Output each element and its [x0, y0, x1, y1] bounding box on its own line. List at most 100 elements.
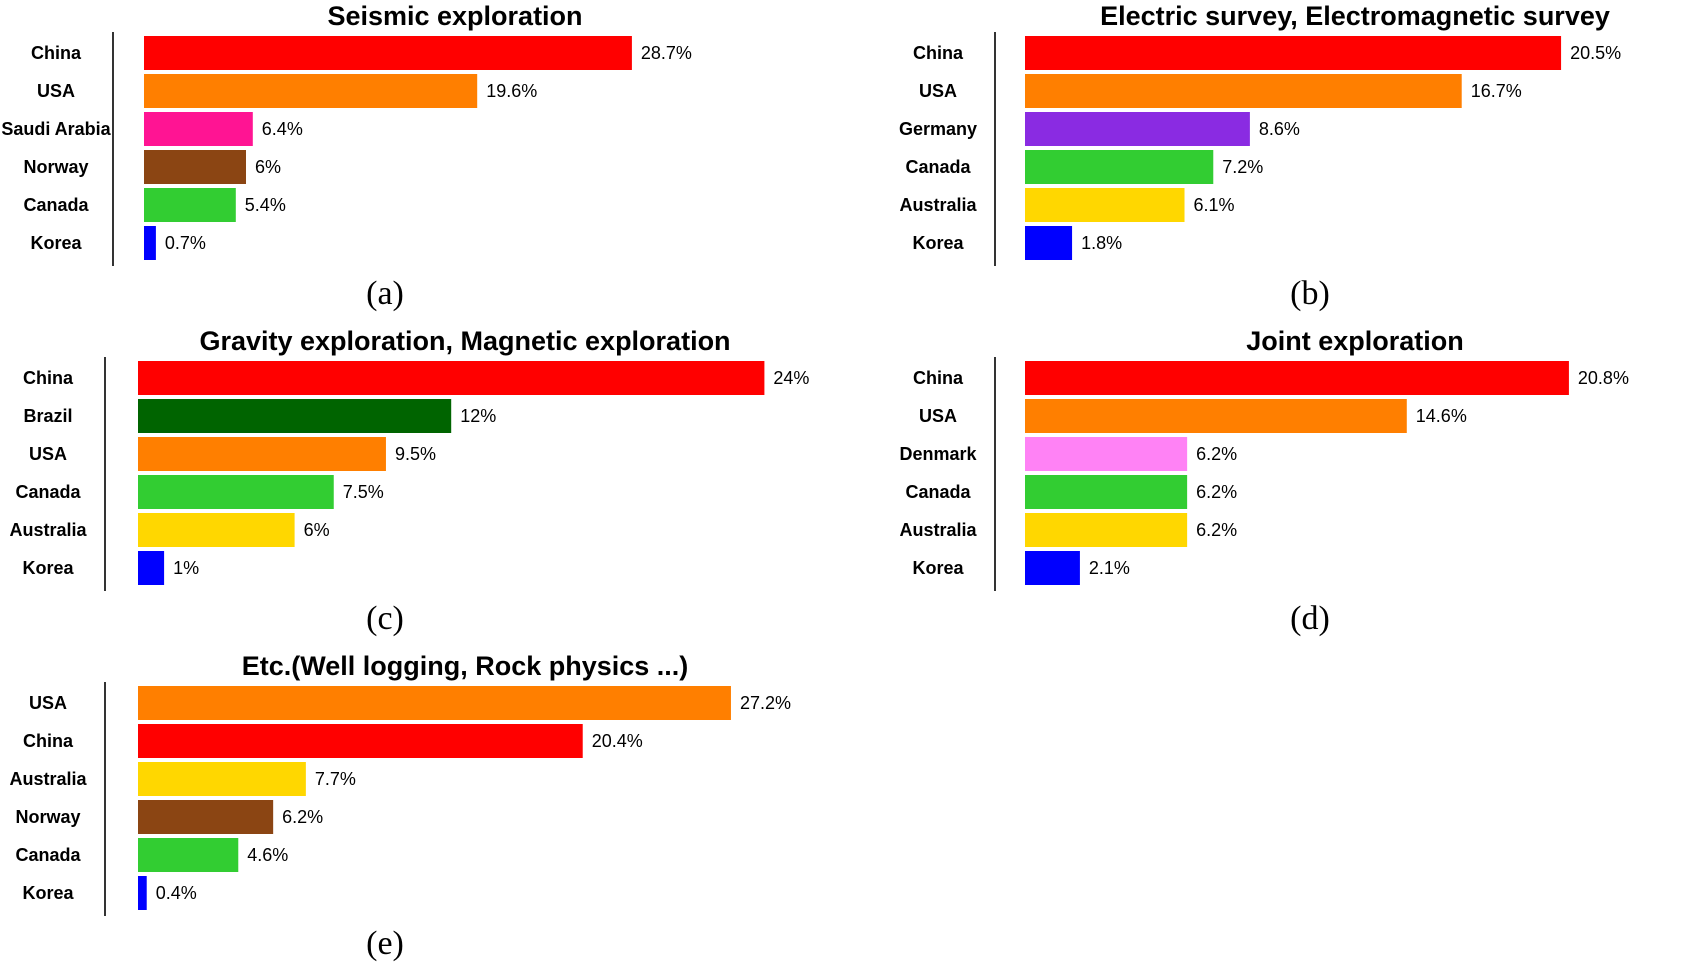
chart-title: Seismic exploration	[327, 1, 582, 31]
chart-svg-e: Etc.(Well logging, Rock physics ...) USA 2…	[9, 651, 791, 916]
bar	[1025, 361, 1569, 395]
category-label: Korea	[22, 558, 74, 578]
chart-svg-a: Seismic exploration China 28.7% USA 19.6% Sau…	[1, 1, 692, 266]
value-label: 1%	[173, 558, 199, 578]
bar	[1025, 513, 1188, 547]
category-label: Canada	[15, 482, 81, 502]
value-label: 6.2%	[282, 807, 323, 827]
value-label: 0.7%	[165, 233, 206, 253]
category-label: Canada	[905, 482, 971, 502]
chart-panel-d: Joint exploration China 20.8% USA 14.6% Denma…	[880, 325, 1680, 595]
value-label: 5.4%	[245, 195, 286, 215]
bar	[144, 36, 632, 70]
value-label: 0.4%	[156, 883, 197, 903]
bar	[138, 437, 386, 471]
value-label: 14.6%	[1416, 406, 1467, 426]
bar	[1025, 112, 1250, 146]
chart-panel-b: Electric survey, Electromagnetic survey C…	[880, 0, 1680, 270]
bar	[138, 361, 765, 395]
chart-title: Electric survey, Electromagnetic survey	[1100, 1, 1610, 31]
bar	[1025, 188, 1185, 222]
value-label: 7.2%	[1222, 157, 1263, 177]
category-label: USA	[29, 693, 67, 713]
value-label: 7.5%	[343, 482, 384, 502]
value-label: 2.1%	[1089, 558, 1130, 578]
category-label: USA	[919, 406, 957, 426]
bar	[138, 800, 274, 834]
bar	[138, 399, 452, 433]
value-label: 9.5%	[395, 444, 436, 464]
bar	[144, 226, 156, 260]
value-label: 20.5%	[1570, 43, 1621, 63]
bar	[144, 74, 478, 108]
category-label: Korea	[30, 233, 82, 253]
chart-panel-c: Gravity exploration, Magnetic exploratio…	[0, 325, 860, 595]
value-label: 6.4%	[262, 119, 303, 139]
bar	[144, 150, 246, 184]
chart-svg-b: Electric survey, Electromagnetic survey C…	[899, 1, 1621, 266]
value-label: 6.2%	[1196, 482, 1237, 502]
chart-panel-e: Etc.(Well logging, Rock physics ...) USA 2…	[0, 650, 860, 920]
category-label: China	[913, 43, 964, 63]
value-label: 8.6%	[1259, 119, 1300, 139]
category-label: USA	[37, 81, 75, 101]
bar	[138, 475, 334, 509]
category-label: Korea	[912, 558, 964, 578]
caption-b: (b)	[1290, 275, 1330, 312]
caption-e: (e)	[366, 925, 404, 962]
bar	[138, 838, 239, 872]
bar	[138, 876, 147, 910]
category-label: Australia	[899, 520, 977, 540]
bar	[1025, 74, 1462, 108]
value-label: 4.6%	[247, 845, 288, 865]
value-label: 6%	[304, 520, 330, 540]
bar	[1025, 150, 1214, 184]
chart-svg-c: Gravity exploration, Magnetic exploratio…	[9, 326, 809, 591]
category-label: Australia	[9, 520, 87, 540]
category-label: Canada	[23, 195, 89, 215]
category-label: Norway	[23, 157, 88, 177]
bar	[138, 551, 165, 585]
value-label: 19.6%	[486, 81, 537, 101]
caption-d: (d)	[1290, 600, 1330, 637]
value-label: 16.7%	[1471, 81, 1522, 101]
chart-panel-a: Seismic exploration China 28.7% USA 19.6% Sau…	[0, 0, 860, 270]
category-label: Brazil	[23, 406, 72, 426]
category-label: USA	[29, 444, 67, 464]
value-label: 6.2%	[1196, 520, 1237, 540]
value-label: 27.2%	[740, 693, 791, 713]
bar	[144, 188, 236, 222]
category-label: USA	[919, 81, 957, 101]
caption-c: (c)	[366, 600, 404, 637]
category-label: Denmark	[899, 444, 977, 464]
value-label: 28.7%	[641, 43, 692, 63]
value-label: 6%	[255, 157, 281, 177]
category-label: China	[913, 368, 964, 388]
caption-a: (a)	[366, 275, 404, 312]
value-label: 7.7%	[315, 769, 356, 789]
category-label: Norway	[15, 807, 80, 827]
bar	[1025, 475, 1188, 509]
value-label: 6.1%	[1194, 195, 1235, 215]
category-label: Korea	[22, 883, 74, 903]
value-label: 24%	[773, 368, 809, 388]
value-label: 12%	[460, 406, 496, 426]
category-label: Canada	[15, 845, 81, 865]
bar	[1025, 551, 1080, 585]
chart-title: Joint exploration	[1246, 326, 1464, 356]
bar	[138, 513, 295, 547]
category-label: Canada	[905, 157, 971, 177]
category-label: Australia	[9, 769, 87, 789]
bar	[138, 762, 306, 796]
value-label: 1.8%	[1081, 233, 1122, 253]
value-label: 6.2%	[1196, 444, 1237, 464]
value-label: 20.8%	[1578, 368, 1629, 388]
chart-svg-d: Joint exploration China 20.8% USA 14.6% Denma…	[899, 326, 1629, 591]
category-label: China	[23, 368, 74, 388]
bar	[144, 112, 253, 146]
category-label: Saudi Arabia	[1, 119, 111, 139]
bar	[1025, 437, 1188, 471]
category-label: Korea	[912, 233, 964, 253]
chart-title: Gravity exploration, Magnetic exploratio…	[199, 326, 730, 356]
category-label: Germany	[899, 119, 977, 139]
